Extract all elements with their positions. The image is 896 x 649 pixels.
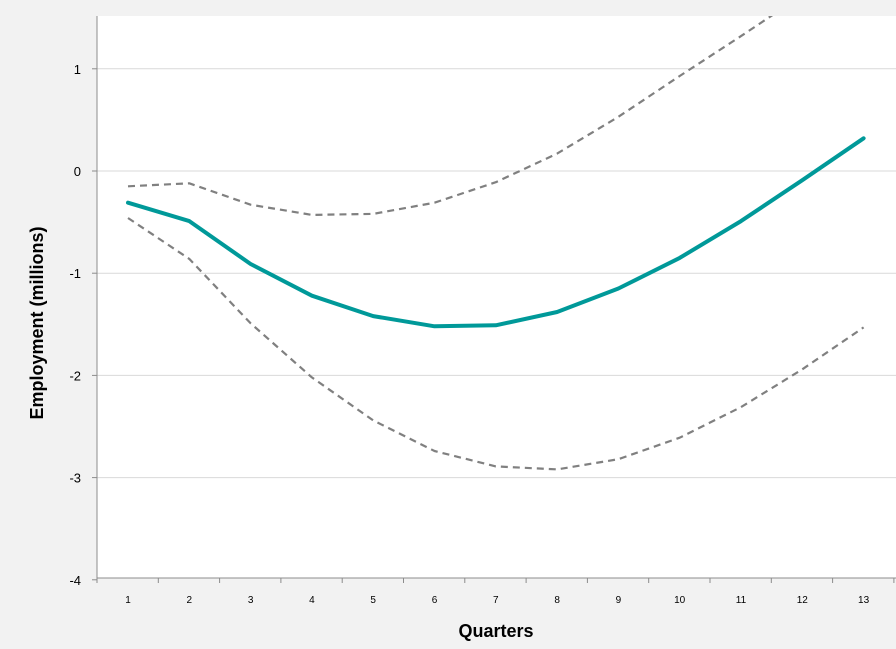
series-layer xyxy=(126,16,866,471)
y-tick-label: 0 xyxy=(74,164,81,179)
y-tick-label: -3 xyxy=(69,471,81,486)
x-tick-label: 4 xyxy=(309,595,315,606)
x-tick-label: 7 xyxy=(493,595,499,606)
x-tick-label: 11 xyxy=(736,595,747,606)
x-tick-label: 6 xyxy=(432,595,438,606)
plot-area xyxy=(97,16,896,578)
x-tick-label: 13 xyxy=(858,595,870,606)
y-tick-label: 1 xyxy=(74,62,81,77)
y-tick-label: -1 xyxy=(69,266,81,281)
x-tick-label: 12 xyxy=(797,595,809,606)
series-line-confidence-band xyxy=(127,217,865,471)
series-line-confidence-band xyxy=(127,16,774,216)
x-tick-label: 2 xyxy=(187,595,193,606)
y-tick-label: -4 xyxy=(69,573,81,588)
x-tick-label: 3 xyxy=(248,595,254,606)
x-tick-label: 9 xyxy=(616,595,622,606)
x-tick-label: 10 xyxy=(674,595,686,606)
axes xyxy=(92,16,896,583)
x-tick-label: 8 xyxy=(554,595,560,606)
series-line-estimate xyxy=(126,136,866,329)
y-tick-label: -2 xyxy=(69,368,81,383)
tick-labels: 10-1-2-3-41 2 3 4 5 6 7 8 9 10 11 12 13 xyxy=(69,62,869,606)
y-axis-title: Employment (millions) xyxy=(27,226,47,419)
x-tick-label: 1 xyxy=(125,595,131,606)
x-axis-title: Quarters xyxy=(458,621,533,641)
gridlines xyxy=(97,68,896,479)
x-tick-label: 5 xyxy=(370,595,376,606)
